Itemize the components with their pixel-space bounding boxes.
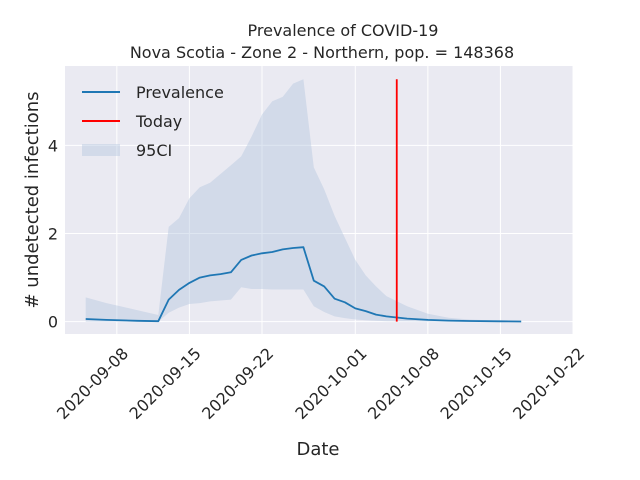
x-tick-label: 2020-10-08: [364, 344, 443, 423]
legend-95ci-label: 95CI: [136, 141, 172, 160]
x-tick-label: 2020-10-15: [437, 344, 516, 423]
x-tick-label: 2020-09-22: [198, 344, 277, 423]
legend-prevalence-label: Prevalence: [136, 83, 224, 102]
y-axis-label: # undetected infections: [22, 91, 43, 308]
chart-title-line-2: Nova Scotia - Zone 2 - Northern, pop. = …: [130, 43, 514, 62]
legend-95ci-swatch: [82, 144, 120, 156]
ci-band: [85, 79, 522, 322]
plot-area: [65, 66, 573, 334]
x-tick-label: 2020-10-22: [509, 344, 588, 423]
x-tick-label: 2020-09-08: [53, 344, 132, 423]
chart-title-line-1: Prevalence of COVID-19: [248, 21, 439, 40]
y-tick-label: 0: [48, 313, 58, 332]
y-tick-label: 2: [48, 225, 58, 244]
x-axis-label: Date: [296, 439, 339, 460]
prevalence-line: [85, 246, 522, 323]
x-tick-label: 2020-10-01: [291, 344, 370, 423]
legend-today-label: Today: [135, 112, 182, 131]
chart-marks: [85, 79, 522, 323]
legend: Prevalence Today 95CI: [82, 83, 224, 160]
y-tick-label: 4: [48, 136, 58, 155]
x-tick-label: 2020-09-15: [126, 344, 205, 423]
